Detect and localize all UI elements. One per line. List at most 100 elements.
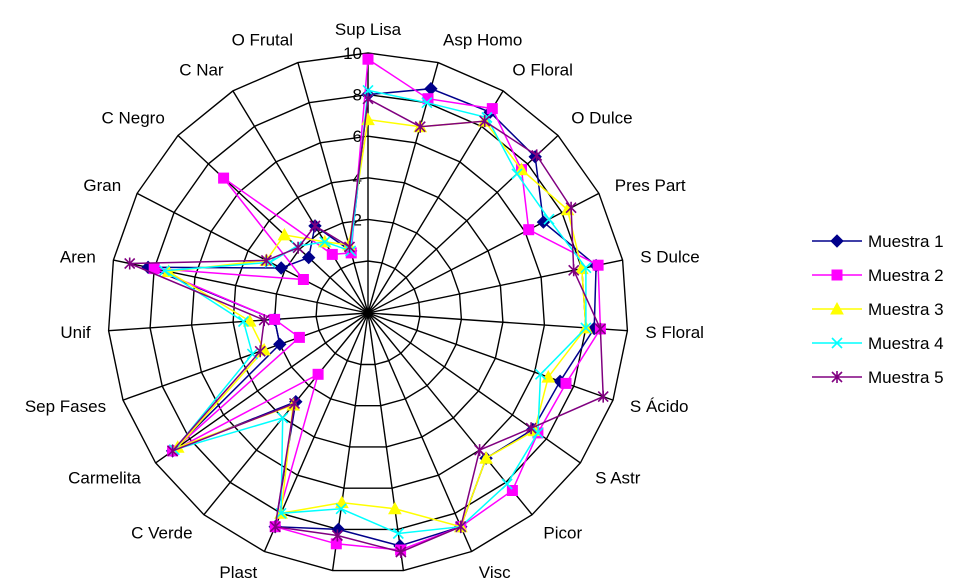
data-point xyxy=(543,213,555,225)
data-point xyxy=(288,397,301,410)
triangle-marker xyxy=(479,451,493,464)
star-marker xyxy=(525,422,537,435)
legend-item: Muestra 2 xyxy=(812,266,944,285)
category-label: Unif xyxy=(60,323,91,342)
category-label: Aren xyxy=(60,247,96,266)
category-label: O Frutal xyxy=(232,30,293,49)
data-point xyxy=(511,168,523,180)
grid-spoke xyxy=(232,90,369,314)
category-label: Plast xyxy=(219,563,257,582)
star-marker xyxy=(309,219,321,232)
legend-label: Muestra 2 xyxy=(868,266,944,285)
star-marker xyxy=(414,120,426,133)
data-point xyxy=(388,501,402,515)
star-marker xyxy=(362,92,374,105)
category-label: S Dulce xyxy=(640,247,700,266)
data-point xyxy=(258,314,270,327)
category-label: Picor xyxy=(543,524,582,543)
x-marker xyxy=(511,168,523,180)
series-layer xyxy=(124,53,609,558)
data-point xyxy=(362,53,374,65)
legend-item: Muestra 5 xyxy=(812,368,944,387)
star-marker xyxy=(331,529,343,542)
grid-spoke xyxy=(367,312,473,552)
data-point xyxy=(274,261,288,275)
category-label: O Dulce xyxy=(571,108,632,127)
grid-ring xyxy=(190,135,546,489)
data-point xyxy=(414,120,426,133)
category-label: S Floral xyxy=(645,323,704,342)
star-marker xyxy=(597,390,609,403)
legend: Muestra 1 Muestra 2 Muestra 3 Muestra 4 Mues… xyxy=(812,232,944,387)
series-line xyxy=(162,89,587,535)
grid-spoke xyxy=(367,312,614,401)
x-marker xyxy=(421,97,433,109)
square-marker xyxy=(269,313,281,325)
data-point xyxy=(309,219,321,232)
data-point xyxy=(568,264,580,277)
series-line xyxy=(166,118,587,528)
data-point xyxy=(254,345,266,358)
x-marker xyxy=(362,84,374,96)
grid-spoke xyxy=(297,62,369,314)
star-marker xyxy=(531,149,543,162)
star-marker xyxy=(568,264,580,277)
diamond-marker xyxy=(273,337,287,352)
diamond-marker xyxy=(274,261,288,275)
grid-spoke xyxy=(367,312,581,464)
series-5 xyxy=(124,92,609,558)
legend-marker xyxy=(831,371,843,383)
square-marker xyxy=(362,53,374,65)
square-marker xyxy=(486,103,498,115)
star-marker xyxy=(455,520,467,533)
x-marker xyxy=(237,315,250,328)
square-marker xyxy=(831,269,843,281)
square-marker xyxy=(293,331,305,343)
data-point xyxy=(479,451,493,464)
grid-spoke xyxy=(108,312,369,332)
data-point xyxy=(124,257,136,270)
legend-label: Muestra 4 xyxy=(868,334,944,353)
data-point xyxy=(312,368,324,380)
category-label: O Floral xyxy=(512,61,572,80)
data-point xyxy=(331,529,343,542)
legend-label: Muestra 3 xyxy=(868,300,944,319)
x-marker xyxy=(158,265,170,277)
category-labels: Sup Lisa Asp Homo O Floral O Dulce Pres Part… xyxy=(25,20,704,584)
data-point xyxy=(158,265,170,277)
x-marker xyxy=(532,427,544,439)
star-marker xyxy=(260,254,272,267)
tick-label: 2 xyxy=(353,210,362,229)
legend-item: Muestra 3 xyxy=(812,300,944,319)
grid-ring xyxy=(107,52,629,572)
grid-ring xyxy=(232,177,504,448)
grid-spoke xyxy=(136,192,369,314)
data-point xyxy=(362,84,374,96)
data-point xyxy=(532,427,544,439)
square-marker xyxy=(218,172,230,184)
diamond-marker xyxy=(301,250,316,265)
data-point xyxy=(246,348,258,360)
data-point xyxy=(580,322,592,334)
star-marker xyxy=(831,371,843,383)
diamond-marker xyxy=(424,81,438,96)
legend-marker xyxy=(831,337,843,349)
grid-spoke xyxy=(155,312,369,464)
data-point xyxy=(269,313,281,325)
data-point xyxy=(523,224,535,236)
data-point xyxy=(594,322,606,335)
radar-grid xyxy=(107,52,629,572)
data-point xyxy=(479,115,491,128)
data-point xyxy=(237,315,250,328)
series-line xyxy=(129,97,604,553)
star-marker xyxy=(124,257,136,270)
data-point xyxy=(592,259,604,271)
star-marker xyxy=(269,520,281,533)
x-marker xyxy=(543,213,555,225)
data-point xyxy=(560,377,572,389)
data-point xyxy=(293,331,305,343)
data-point xyxy=(301,250,316,265)
legend-label: Muestra 1 xyxy=(868,232,944,251)
square-marker xyxy=(297,274,309,285)
